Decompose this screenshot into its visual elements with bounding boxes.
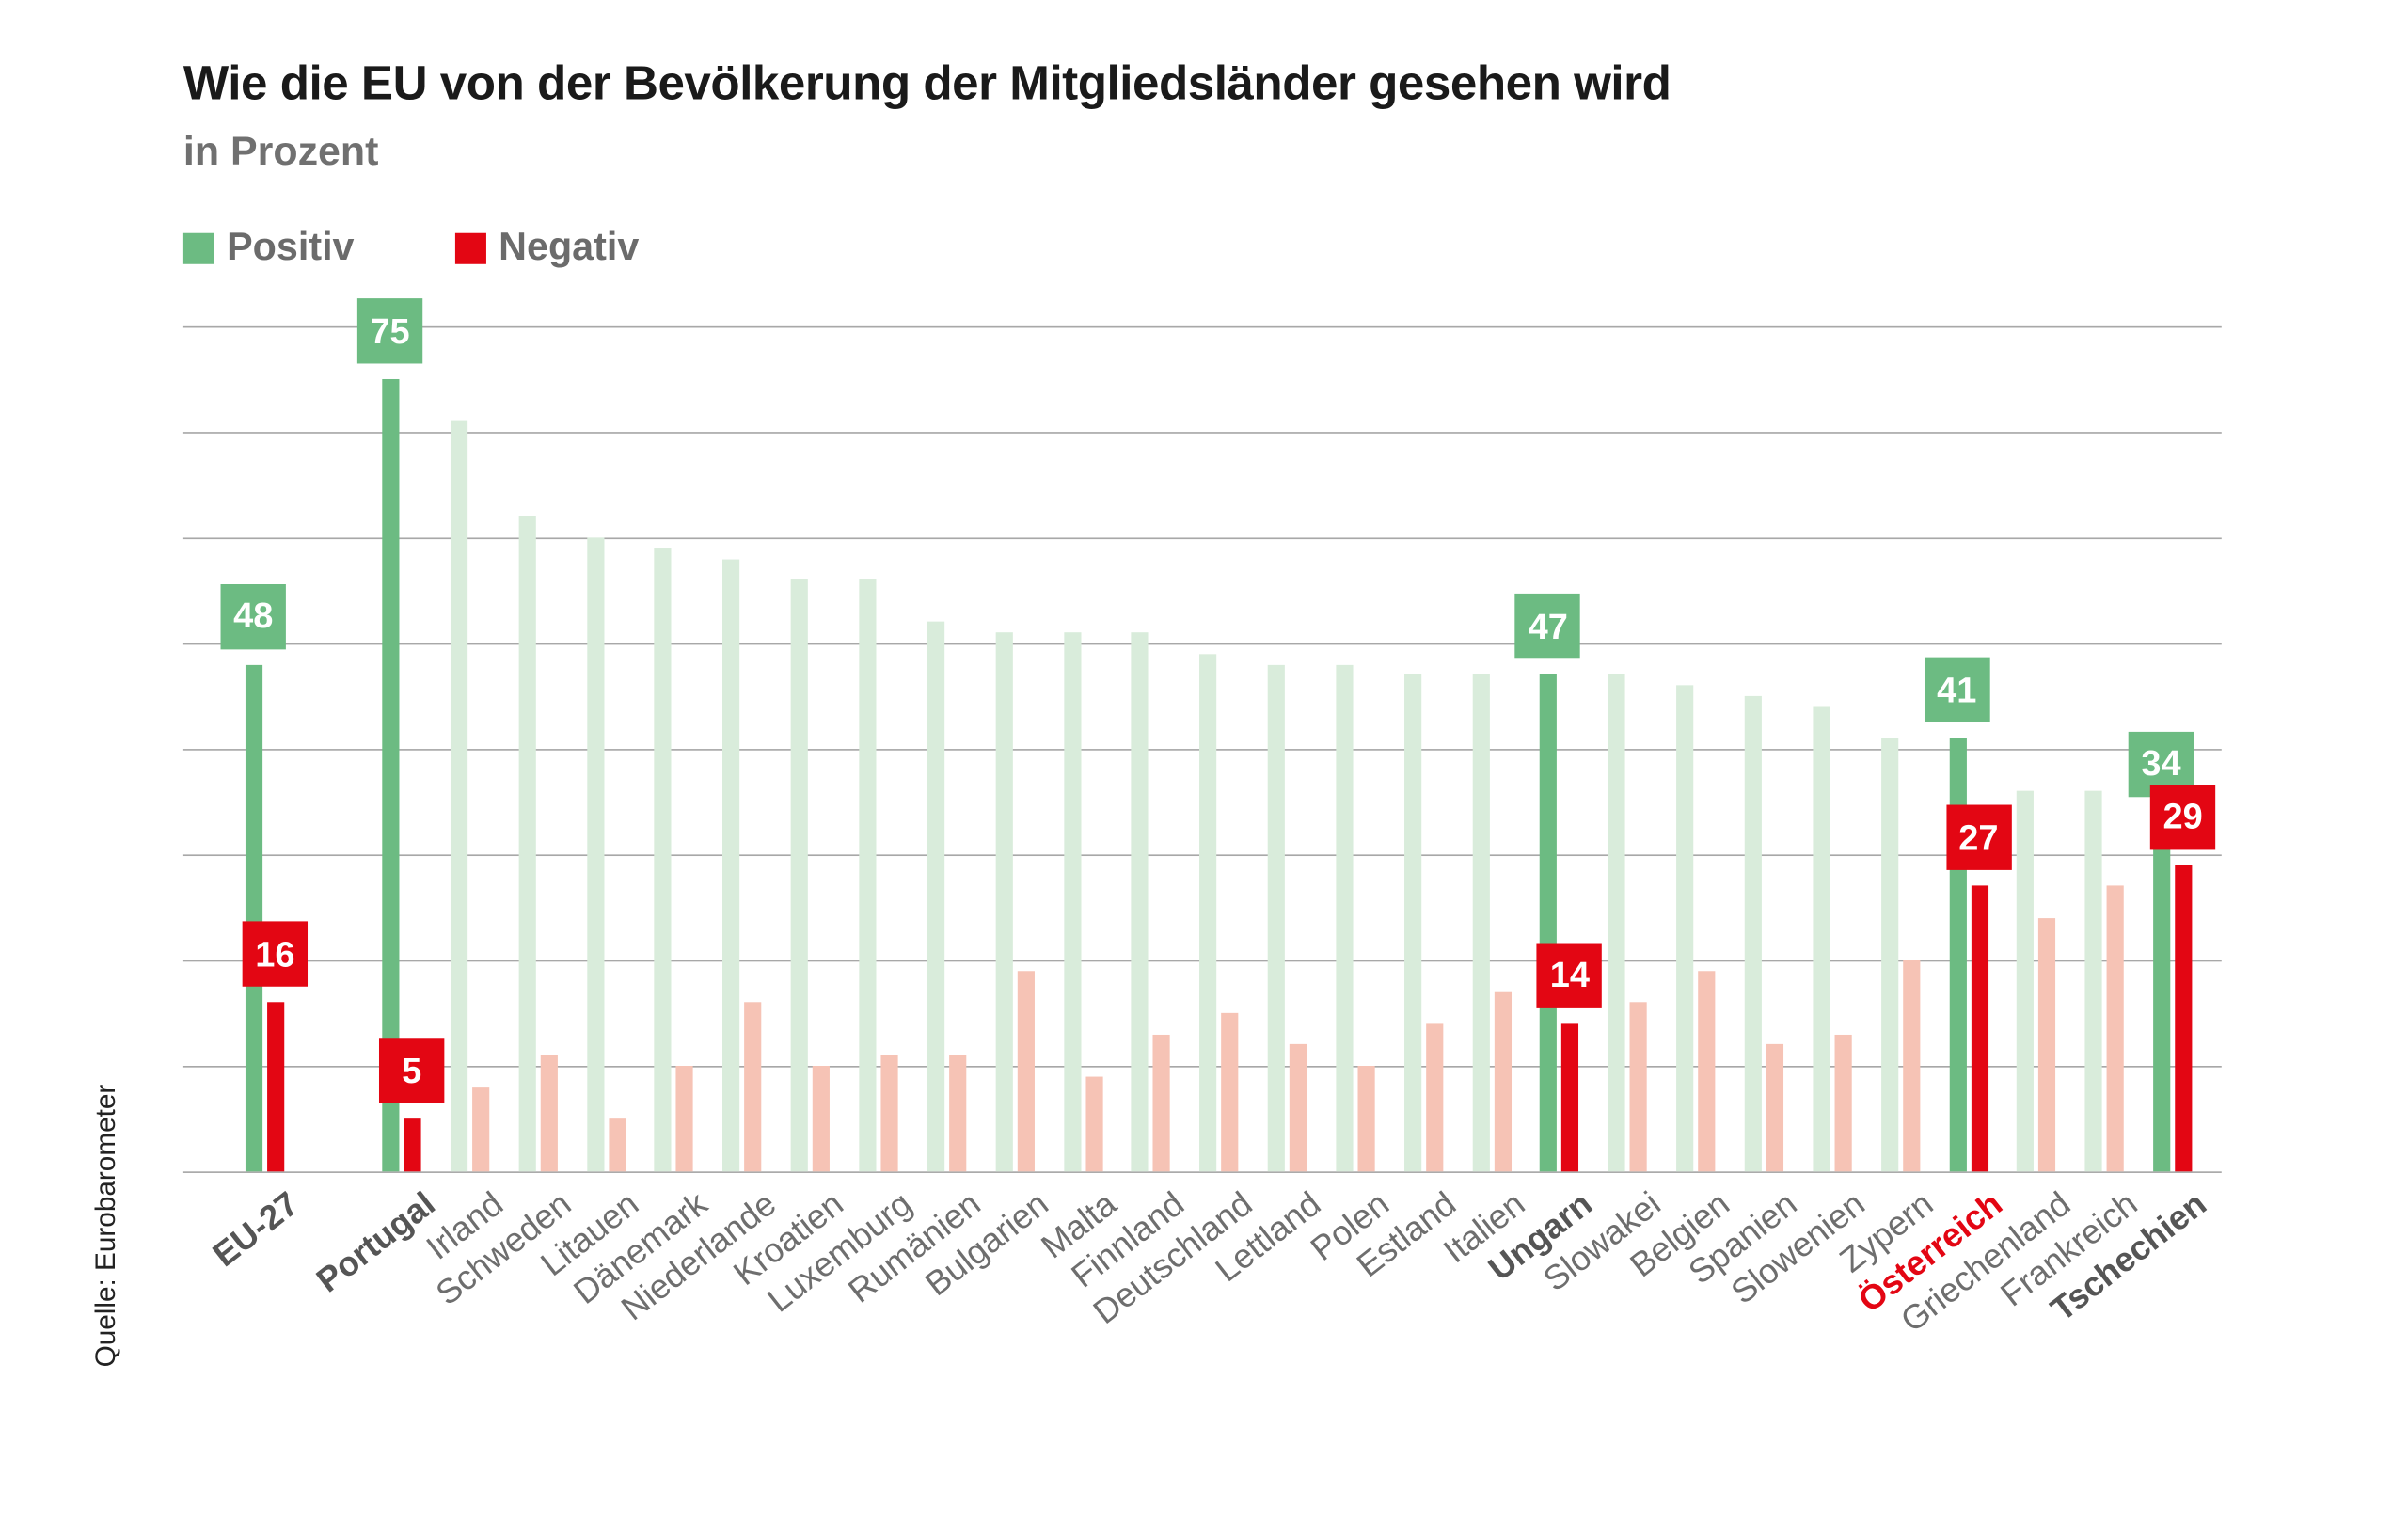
bar-positive-bulgarien (995, 632, 1013, 1172)
bar-negative-deutschland (1221, 1012, 1239, 1172)
bar-negative-luxemburg (880, 1055, 898, 1172)
gridline (182, 1171, 2222, 1173)
bar-positive-deutschland (1199, 653, 1217, 1172)
bar-positive-portugal (382, 378, 400, 1172)
bar-positive-frankreich (2084, 790, 2103, 1172)
bar-positive-spanien (1744, 695, 1762, 1172)
bar-negative-zypern (1902, 960, 1920, 1172)
bar-positive-zypern (1880, 738, 1898, 1172)
legend-label-negative: Negativ (499, 225, 640, 269)
value-label-negative--sterreich: 27 (1945, 805, 2012, 871)
value-label-positive--sterreich: 41 (1924, 657, 1989, 723)
bar-negative-slowenien (1834, 1034, 1852, 1172)
bar-positive-rum-nien (927, 622, 944, 1172)
chart-title: Wie die EU von der Bevölkerung der Mitgl… (182, 56, 1671, 111)
bar-negative-rum-nien (948, 1055, 966, 1172)
legend-negative: Negativ (454, 225, 640, 270)
bar-negative-ungarn (1561, 1023, 1579, 1172)
bar-positive-slowenien (1813, 706, 1830, 1172)
bar-positive-malta (1063, 632, 1081, 1172)
bar-positive-niederlande (722, 558, 740, 1172)
value-label-positive-ungarn: 47 (1515, 594, 1581, 659)
bar-negative-bulgarien (1017, 970, 1035, 1172)
value-label-positive-eu-27: 48 (220, 583, 286, 649)
gridline (182, 537, 2222, 540)
bar-negative-litauen (608, 1118, 626, 1172)
bar-negative-eu-27 (267, 1002, 285, 1172)
legend-swatch-negative (454, 231, 486, 263)
bar-positive-ungarn (1540, 674, 1558, 1172)
bar-negative-frankreich (2106, 886, 2125, 1172)
bar-negative-estland (1425, 1023, 1443, 1172)
bar-negative-finnland (1153, 1034, 1171, 1172)
value-label-negative-eu-27: 16 (242, 921, 309, 988)
bar-negative-d-nemark (676, 1065, 694, 1172)
bar-negative-belgien (1698, 970, 1716, 1172)
bar-positive-eu-27 (245, 664, 263, 1172)
value-label-negative-portugal: 5 (378, 1038, 445, 1103)
bar-negative-tschechien (2175, 865, 2193, 1172)
bar-negative-malta (1085, 1076, 1102, 1172)
bar-negative-irland (471, 1087, 489, 1172)
chart-subtitle: in Prozent (182, 127, 379, 174)
bar-negative-lettland (1289, 1044, 1307, 1172)
value-label-negative-ungarn: 14 (1537, 943, 1603, 1008)
bar-negative-italien (1494, 992, 1512, 1172)
bar-positive--sterreich (1949, 738, 1967, 1172)
gridline (182, 432, 2222, 434)
bar-positive-irland (450, 420, 467, 1172)
bar-negative-polen (1357, 1065, 1375, 1172)
bar-negative-griechenland (2038, 917, 2056, 1172)
bar-negative-kroatien (812, 1065, 831, 1172)
bar-negative-schweden (540, 1055, 558, 1172)
bar-positive-d-nemark (654, 547, 673, 1172)
category-label-eu-27: EU-27 (204, 1183, 306, 1275)
bar-positive-estland (1403, 674, 1421, 1172)
bar-positive-belgien (1676, 685, 1694, 1172)
bar-positive-tschechien (2153, 812, 2171, 1172)
bar-positive-italien (1472, 674, 1490, 1172)
legend-positive: Positiv (182, 225, 355, 270)
bar-positive-griechenland (2017, 790, 2035, 1172)
bar-negative--sterreich (1971, 886, 1988, 1172)
bar-positive-lettland (1267, 664, 1285, 1172)
bar-positive-luxemburg (859, 579, 877, 1172)
legend-swatch-positive (182, 231, 214, 263)
value-label-negative-tschechien: 29 (2149, 784, 2216, 850)
bar-negative-portugal (404, 1118, 421, 1172)
bar-positive-schweden (518, 516, 536, 1172)
bar-positive-polen (1336, 664, 1354, 1172)
bar-positive-finnland (1131, 632, 1149, 1172)
value-label-positive-portugal: 75 (356, 298, 423, 364)
bar-positive-slowakei (1608, 674, 1626, 1172)
bar-negative-niederlande (744, 1002, 762, 1172)
bar-positive-kroatien (790, 579, 808, 1172)
gridline (182, 643, 2222, 645)
bar-positive-litauen (586, 537, 604, 1172)
legend-label-positive: Positiv (227, 225, 355, 269)
bar-negative-spanien (1766, 1044, 1784, 1172)
bar-negative-slowakei (1630, 1002, 1648, 1172)
gridline (182, 325, 2222, 328)
